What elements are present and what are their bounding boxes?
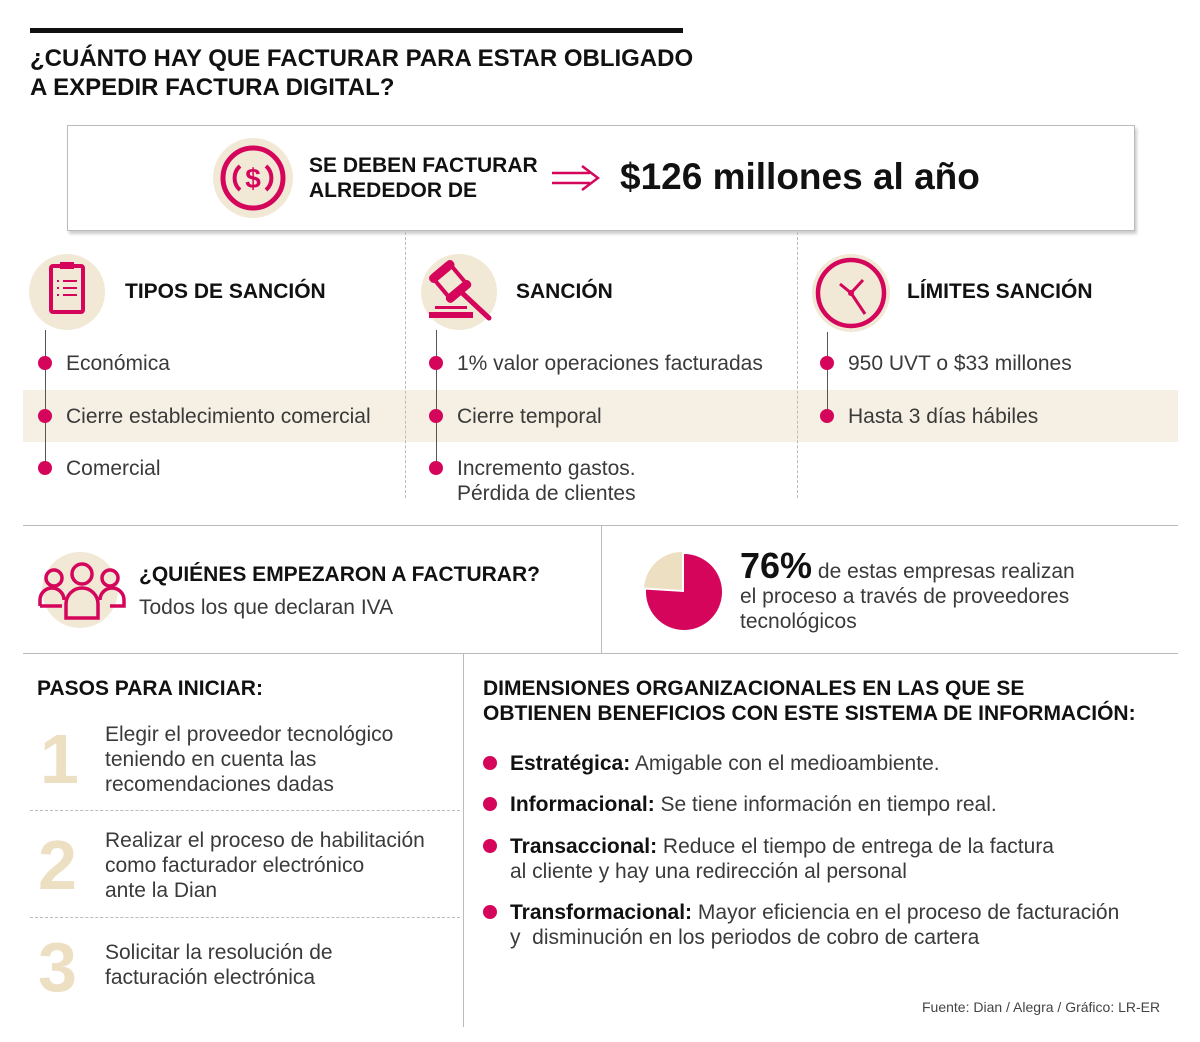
dimension-item: Informacional: Se tiene información en t… xyxy=(510,792,997,817)
dimension-text: Mayor eficiencia en el proceso de factur… xyxy=(692,901,1120,924)
highlight-label-1: SE DEBEN FACTURAR xyxy=(309,154,538,177)
dimensions-header-1: DIMENSIONES ORGANIZACIONALES EN LAS QUE … xyxy=(483,677,1025,700)
dimension-text: Amigable con el medioambiente. xyxy=(634,752,940,775)
people-icon xyxy=(38,552,126,628)
who-question: ¿QUIÉNES EMPEZARON A FACTURAR? xyxy=(139,563,540,586)
gavel-icon xyxy=(421,254,497,330)
list-item: Cierre establecimiento comercial xyxy=(66,405,371,428)
bullet-line xyxy=(45,330,46,468)
dimension-text-2: al cliente y hay una redirección al pers… xyxy=(510,860,907,883)
dimensions-header-2: OBTIENEN BENEFICIOS CON ESTE SISTEMA DE … xyxy=(483,702,1136,725)
step-line: como facturador electrónico xyxy=(105,854,365,877)
dimension-label: Informacional: xyxy=(510,793,655,816)
step-line: ante la Dian xyxy=(105,879,218,902)
step-line: teniendo en cuenta las xyxy=(105,748,317,771)
bullet-dot xyxy=(429,409,443,423)
stat-line-2: el proceso a través de proveedores xyxy=(740,585,1070,608)
column-divider xyxy=(797,232,798,498)
dimension-text-2: y disminución en los periodos de cobro d… xyxy=(510,926,980,949)
stat-line-3: tecnológicos xyxy=(740,610,857,633)
dollar-coin-icon: $ xyxy=(213,138,293,218)
band xyxy=(23,390,1178,442)
bullet-dot xyxy=(483,839,497,853)
dimension-item: Estratégica: Amigable con el medioambien… xyxy=(510,751,940,776)
bullet-dot xyxy=(38,461,52,475)
page-title: ¿CUÁNTO HAY QUE FACTURAR PARA ESTAR OBLI… xyxy=(30,44,693,102)
bullet-dot xyxy=(483,905,497,919)
list-item: Incremento gastos. xyxy=(457,457,636,480)
bullet-dot xyxy=(429,461,443,475)
highlight-label-2: ALREDEDOR DE xyxy=(309,179,478,202)
bullet-line xyxy=(436,330,437,468)
column-header: LÍMITES SANCIÓN xyxy=(907,280,1093,303)
step-text: Solicitar la resolución de facturación e… xyxy=(105,940,333,990)
bullet-dot xyxy=(820,356,834,370)
list-item: Pérdida de clientes xyxy=(457,482,636,505)
step-line: Solicitar la resolución de xyxy=(105,941,333,964)
arrow-right-icon xyxy=(552,165,600,191)
list-item: Hasta 3 días hábiles xyxy=(848,405,1039,428)
column-divider xyxy=(405,232,406,498)
dimension-item: Transformacional: Mayor eficiencia en el… xyxy=(510,900,1119,950)
step-number: 3 xyxy=(38,928,77,1006)
dimension-label: Transaccional: xyxy=(510,835,658,858)
step-text: Realizar el proceso de habilitación como… xyxy=(105,828,425,903)
step-line: recomendaciones dadas xyxy=(105,773,334,796)
list-item: Comercial xyxy=(66,457,161,480)
dimensions-header: DIMENSIONES ORGANIZACIONALES EN LAS QUE … xyxy=(483,676,1136,726)
top-rule xyxy=(30,28,683,33)
divider xyxy=(23,653,1178,654)
dimension-item: Transaccional: Reduce el tiempo de entre… xyxy=(510,834,1054,884)
stat-percent: 76% xyxy=(740,545,813,586)
divider xyxy=(601,525,602,653)
stat-text: 76% de estas empresas realizan el proces… xyxy=(740,548,1075,634)
bullet-dot xyxy=(483,756,497,770)
step-line: facturación electrónica xyxy=(105,966,316,989)
bullet-line xyxy=(827,332,828,416)
highlight-label: SE DEBEN FACTURAR ALREDEDOR DE xyxy=(309,153,538,203)
stat-pie xyxy=(644,552,722,630)
list-item: 950 UVT o $33 millones xyxy=(848,352,1072,375)
bullet-dot xyxy=(820,409,834,423)
svg-text:$: $ xyxy=(245,163,261,194)
who-answer: Todos los que declaran IVA xyxy=(139,596,394,619)
step-line: Elegir el proveedor tecnológico xyxy=(105,723,394,746)
dimension-text: Reduce el tiempo de entrega de la factur… xyxy=(662,835,1054,858)
title-line-1: ¿CUÁNTO HAY QUE FACTURAR PARA ESTAR OBLI… xyxy=(30,45,694,72)
clock-icon xyxy=(812,254,890,332)
column-header: SANCIÓN xyxy=(516,280,613,303)
list-item: Económica xyxy=(66,352,170,375)
pie-slice-76 xyxy=(646,554,722,630)
step-line: Realizar el proceso de habilitación xyxy=(105,829,425,852)
step-divider xyxy=(30,917,460,918)
pie-slice-rest xyxy=(644,552,682,590)
dimension-label: Transformacional: xyxy=(510,901,693,924)
step-number: 1 xyxy=(40,720,79,798)
step-text: Elegir el proveedor tecnológico teniendo… xyxy=(105,722,393,797)
title-line-2: A EXPEDIR FACTURA DIGITAL? xyxy=(30,74,395,101)
dimension-text: Se tiene información en tiempo real. xyxy=(660,793,997,816)
column-header: TIPOS DE SANCIÓN xyxy=(125,280,326,303)
step-divider xyxy=(30,810,460,811)
divider xyxy=(463,653,464,1027)
divider xyxy=(23,525,1178,526)
bullet-dot xyxy=(483,797,497,811)
highlight-value: $126 millones al año xyxy=(620,156,980,197)
bullet-dot xyxy=(38,356,52,370)
clipboard-icon xyxy=(29,254,105,330)
step-number: 2 xyxy=(38,826,77,904)
steps-header: PASOS PARA INICIAR: xyxy=(37,677,263,700)
list-item: 1% valor operaciones facturadas xyxy=(457,352,763,375)
dimension-label: Estratégica: xyxy=(510,752,631,775)
bullet-dot xyxy=(429,356,443,370)
source-note: Fuente: Dian / Alegra / Gráfico: LR-ER xyxy=(922,999,1161,1015)
stat-line-1: de estas empresas realizan xyxy=(817,560,1075,583)
list-item: Cierre temporal xyxy=(457,405,602,428)
bullet-dot xyxy=(38,409,52,423)
